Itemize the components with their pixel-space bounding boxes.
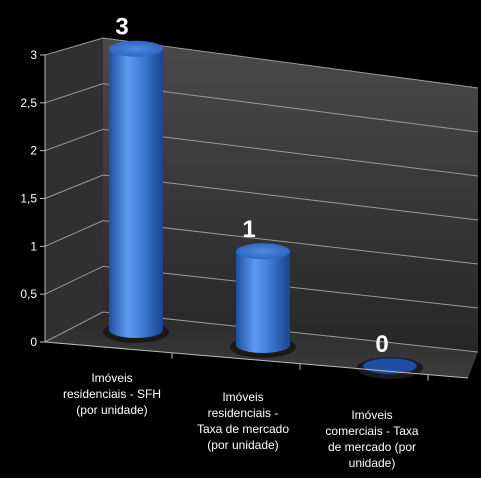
- gridline: [44, 265, 479, 309]
- back-wall: [103, 38, 478, 352]
- bar: [236, 251, 290, 353]
- x-category-line: Imóveis: [351, 408, 392, 422]
- y-tick-label: 3: [30, 48, 37, 62]
- gridline: [44, 174, 479, 221]
- y-tick-label: 2,5: [20, 96, 37, 110]
- x-category-label: Imóveis residenciais - SFH (por unidade): [63, 371, 161, 417]
- x-category-label: Imóveis comerciais - Taxa de mercado (por u…: [325, 408, 418, 470]
- x-category-line: Taxa de mercado: [197, 422, 289, 436]
- x-category-line: Imóveis: [91, 371, 132, 385]
- x-axis: Imóveis residenciais - SFH (por unidade)Im…: [44, 341, 469, 470]
- y-tick-label: 0: [30, 335, 37, 349]
- x-category-label: Imóveis residenciais - Taxa de mercado (por…: [197, 390, 289, 452]
- bar-top: [236, 243, 290, 260]
- y-axis: 0 0,5 1 1,5 2 2,5 3: [20, 48, 46, 349]
- side-wall: [45, 38, 103, 342]
- x-category-line: unidade): [349, 456, 396, 470]
- gridline: [44, 311, 479, 353]
- data-label: 3: [115, 14, 128, 41]
- bar: [109, 48, 163, 339]
- data-label: 1: [242, 216, 255, 243]
- y-tick-label: 2: [30, 144, 37, 158]
- x-category-line: residenciais -: [208, 406, 279, 420]
- x-category-line: Imóveis: [222, 390, 263, 404]
- x-category-line: (por unidade): [76, 403, 147, 417]
- x-category-line: (por unidade): [207, 438, 278, 452]
- bar-top: [109, 40, 163, 57]
- x-category-line: comerciais - Taxa: [325, 424, 418, 438]
- x-category-line: residenciais - SFH: [63, 387, 161, 401]
- data-labels: 3 1 0: [115, 14, 388, 358]
- x-category-line: de mercado (por: [328, 440, 416, 454]
- y-tick-label: 1,5: [20, 192, 37, 206]
- gridline: [44, 83, 479, 133]
- data-label: 0: [375, 331, 388, 358]
- y-tick-label: 1: [30, 239, 37, 253]
- gridlines: [44, 37, 479, 353]
- gridline: [44, 37, 479, 89]
- y-tick-label: 0,5: [20, 287, 37, 301]
- gridline: [44, 128, 479, 177]
- x-axis-line: [44, 341, 469, 379]
- gridline: [44, 220, 479, 265]
- bars: [103, 40, 423, 379]
